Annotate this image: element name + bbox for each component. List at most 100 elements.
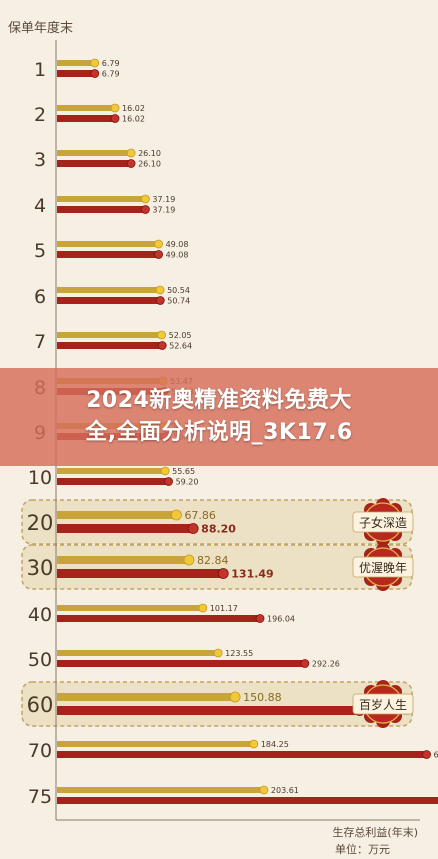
- bar-red-end-marker: [155, 296, 165, 305]
- data-label-gold: 82.84: [197, 554, 229, 567]
- bar-gold-end-marker: [171, 509, 182, 521]
- x-axis-label: 生存总利益(年末): [332, 825, 418, 839]
- bar-gold-end-marker: [154, 239, 163, 249]
- data-label-gold: 67.86: [184, 509, 216, 522]
- overlay-line-1: 2024新奥精准资料免费大: [86, 388, 352, 413]
- bar-red: [57, 160, 132, 167]
- bar-red: [57, 797, 438, 804]
- bar-red: [57, 297, 161, 304]
- data-label-red: 50.74: [167, 296, 190, 305]
- category-label: 2: [34, 104, 46, 126]
- category-label: 3: [34, 149, 46, 171]
- bar-gold: [57, 105, 116, 111]
- bar-gold-end-marker: [110, 103, 120, 113]
- bar-gold: [57, 60, 95, 66]
- bar-red-end-marker: [300, 659, 310, 668]
- data-label-red: 88.20: [201, 522, 236, 535]
- badge-label: 优渥晚年: [359, 561, 407, 575]
- data-label-red: 16.02: [122, 114, 145, 123]
- category-label: 30: [27, 556, 54, 580]
- bar-gold: [57, 150, 132, 156]
- badge-label: 子女深造: [359, 515, 407, 530]
- category-label: 40: [28, 604, 52, 626]
- badge-label-bg: [352, 693, 414, 715]
- chart-title: 保单年度末: [8, 20, 73, 36]
- category-label: 6: [34, 286, 46, 308]
- bar-red: [57, 660, 305, 667]
- bar-red: [57, 751, 427, 758]
- bar-gold-end-marker: [259, 785, 269, 795]
- bar-red: [57, 615, 261, 622]
- data-label-red: 649.57: [434, 750, 438, 759]
- bar-red-end-marker: [126, 159, 136, 168]
- bar-gold: [57, 196, 146, 202]
- category-label: 1: [34, 59, 46, 81]
- badge-label-bg: [352, 511, 414, 533]
- bar-red: [57, 115, 116, 122]
- category-label: 75: [28, 786, 52, 808]
- badge-label: 百岁人生: [359, 697, 407, 712]
- bar-gold: [57, 556, 189, 564]
- bar-red-end-marker: [154, 250, 163, 259]
- category-label: 50: [28, 649, 52, 671]
- bar-red: [57, 206, 146, 213]
- data-label-gold: 6.79: [102, 59, 120, 68]
- data-label-red: 6.79: [102, 69, 120, 78]
- bar-gold: [57, 605, 203, 611]
- data-label-gold: 49.08: [166, 240, 189, 249]
- data-label-gold: 150.88: [243, 691, 281, 704]
- data-label-red: 37.19: [152, 205, 175, 214]
- data-label-gold: 50.54: [167, 286, 190, 295]
- bar-red: [57, 70, 95, 77]
- bar-red-end-marker: [157, 341, 167, 350]
- unit-label: 单位：万元: [335, 842, 390, 856]
- bar-red-end-marker: [141, 205, 150, 214]
- bar-gold-end-marker: [229, 691, 241, 703]
- bar-red-end-marker: [217, 568, 229, 579]
- bar-gold: [57, 332, 162, 338]
- bar-red: [57, 342, 163, 349]
- data-label-red: 26.10: [138, 159, 161, 168]
- bar-gold: [57, 741, 254, 747]
- bar-red: [57, 706, 360, 715]
- bar-gold-end-marker: [126, 148, 136, 158]
- bar-gold: [57, 241, 159, 247]
- bar-red-end-marker: [422, 750, 431, 759]
- bar-red: [57, 524, 194, 533]
- category-label: 7: [34, 331, 46, 353]
- data-label-gold: 16.02: [122, 104, 145, 113]
- bar-gold: [57, 787, 264, 793]
- category-label: 60: [27, 693, 54, 717]
- bar-red-end-marker: [255, 614, 265, 623]
- category-label: 20: [27, 511, 54, 535]
- bar-gold-end-marker: [198, 603, 208, 613]
- bar-red: [57, 478, 169, 485]
- bar-red: [57, 569, 224, 578]
- bar-gold-end-marker: [183, 554, 195, 566]
- bar-gold-end-marker: [160, 466, 170, 476]
- data-label-gold: 123.55: [225, 649, 253, 658]
- bar-gold-end-marker: [213, 648, 223, 658]
- bar-red-end-marker: [110, 114, 120, 123]
- bar-gold: [57, 287, 161, 293]
- data-label-red: 59.20: [176, 477, 199, 486]
- category-label: 4: [34, 195, 46, 217]
- bar-gold: [57, 650, 219, 656]
- bar-gold-end-marker: [90, 58, 100, 68]
- bar-gold-end-marker: [155, 285, 165, 295]
- data-label-red: 131.49: [231, 567, 273, 580]
- category-label: 5: [34, 240, 46, 262]
- category-label: 70: [28, 740, 52, 762]
- data-label-gold: 101.17: [210, 604, 238, 613]
- bar-red-end-marker: [164, 477, 173, 486]
- bar-red-end-marker: [187, 523, 199, 534]
- data-label-gold: 184.25: [261, 740, 289, 749]
- data-label-red: 196.04: [267, 614, 295, 623]
- bar-red-end-marker: [90, 69, 100, 78]
- data-label-gold: 52.05: [169, 331, 192, 340]
- badge-label-bg: [352, 556, 414, 578]
- data-label-red: 52.64: [169, 341, 192, 350]
- bar-gold: [57, 511, 177, 519]
- watermark-overlay: 2024新奥精准资料免费大 全,全面分析说明_3K17.6: [0, 368, 438, 466]
